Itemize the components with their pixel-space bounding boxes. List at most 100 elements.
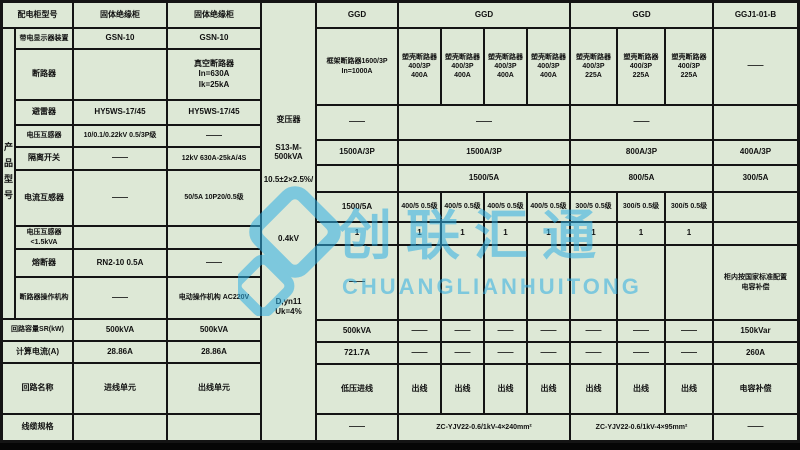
cell-lv-cable-main: ——: [317, 415, 397, 440]
header-cabinet-type-2: 固体绝缘柜: [168, 3, 260, 27]
cell-blank-main: ——: [317, 246, 397, 319]
cell-meter-main: 1: [317, 223, 397, 244]
cell-cable-95: ZC-YJV22-0.6/1kV-4×95mm²: [571, 415, 712, 440]
cell-cur-dash-2: ——: [442, 343, 483, 363]
cell-blank-6: [618, 246, 664, 319]
row-label-circuit-name: 回路名称: [3, 364, 72, 413]
cell-operating-mech-2: 电动操作机构 AC220V: [168, 278, 260, 318]
cell-live-display-1: GSN-10: [74, 29, 166, 48]
row-label-isolator: 隔离开关: [16, 148, 72, 169]
cell-fuse-2: ——: [168, 250, 260, 276]
cell-feeder-1: 出线: [399, 365, 440, 413]
transformer-title: 变压器: [276, 115, 301, 124]
side-label-product-model: 产品型号: [3, 29, 14, 318]
cell-lv-capacity: 500kVA: [317, 321, 397, 341]
cell-arrester-1: HY5WS-17/45: [74, 101, 166, 124]
cell-ggj-note: 柜内按国家标准配置 电容补偿: [714, 246, 797, 319]
cell-cur-dash-6: ——: [618, 343, 664, 363]
cell-current-1: 28.86A: [74, 342, 166, 362]
cell-lv-current: 721.7A: [317, 343, 397, 363]
cell-blank-3: [485, 246, 526, 319]
scan-edge: [0, 443, 800, 450]
row-label-live-display: 带电显示器装置: [16, 29, 72, 48]
cell-ctmain-ggj: 300/5A: [714, 166, 797, 191]
cell-dash-row-4: [714, 106, 797, 139]
cell-meter-6: 1: [618, 223, 664, 244]
cell-cable-1: [74, 415, 166, 440]
cell-cur-dash-5: ——: [571, 343, 616, 363]
cell-dash-row-3: ——: [571, 106, 712, 139]
cell-blank-4: [528, 246, 569, 319]
cell-blank-2: [442, 246, 483, 319]
cell-fuse-1: RN2-10 0.5A: [74, 250, 166, 276]
cell-mccb-400-1: 塑壳断路器 400/3P 400A: [399, 29, 440, 104]
cell-ctfeeder-4: 400/5 0.5级: [528, 193, 569, 221]
cell-busbar-3: 800A/3P: [571, 141, 712, 164]
cell-ggj-cable: ——: [714, 415, 797, 440]
cell-cable-240: ZC-YJV22-0.6/1kV-4×240mm²: [399, 415, 569, 440]
cell-feeder-3: 出线: [485, 365, 526, 413]
cell-cap-dash-3: ——: [485, 321, 526, 341]
cell-capacity-1: 500kVA: [74, 320, 166, 340]
cell-isolator-2: 12kV 630A-25kA/4S: [168, 148, 260, 169]
cell-blank-5: [571, 246, 616, 319]
cell-cable-2: [168, 415, 260, 440]
cell-cap-dash-5: ——: [571, 321, 616, 341]
cell-cap-dash-4: ——: [528, 321, 569, 341]
cell-dash-row-1: ——: [317, 106, 397, 139]
cell-ctfeeder-1: 400/5 0.5级: [399, 193, 440, 221]
cell-ct-2: 50/5A 10P20/0.5级: [168, 171, 260, 225]
cell-cap-dash-1: ——: [399, 321, 440, 341]
header-ggd-2: GGD: [399, 3, 569, 27]
transformer-tap: 10.5±2×2.5%/: [263, 174, 314, 184]
row-label-pt-small: 电压互感器<1.5kVA: [16, 227, 72, 248]
transformer-model: S13-M-500kVA: [274, 142, 303, 162]
row-label-circuit-capacity: 回路容量SR(kW): [3, 320, 72, 340]
cell-mccb-400-3: 塑壳断路器 400/3P 400A: [485, 29, 526, 104]
cell-ctfeeder-2: 400/5 0.5级: [442, 193, 483, 221]
cell-feeder-6: 出线: [618, 365, 664, 413]
cell-ct-1: ——: [74, 171, 166, 225]
cell-pt-2: ——: [168, 126, 260, 146]
cell-cur-dash-4: ——: [528, 343, 569, 363]
lv-section: GGD GGD GGD GGJ1-01-B 框架断路器1600/3P In=10…: [317, 3, 797, 440]
transformer-lv-voltage: 0.4kV: [278, 234, 299, 244]
cell-breaker-1: [74, 50, 166, 99]
header-ggd-3: GGD: [571, 3, 712, 27]
row-label-fuse: 熔断器: [16, 250, 72, 276]
cell-pt-small-1: [74, 227, 166, 248]
cell-mccb-225-2: 塑壳断路器 400/3P 225A: [618, 29, 664, 104]
row-label-calc-current: 计算电流(A): [3, 342, 72, 362]
cell-ctmain-1: [317, 166, 397, 191]
cell-meter-4: 1: [528, 223, 569, 244]
cell-feeder-7: 出线: [666, 365, 712, 413]
cell-meter-2: 1: [442, 223, 483, 244]
row-label-ct: 电流互感器: [16, 171, 72, 225]
cell-ggj-name: 电容补偿: [714, 365, 797, 413]
cell-circuit-name-1: 进线单元: [74, 364, 166, 413]
transformer-cell: 变压器 S13-M-500kVA 10.5±2×2.5%/ 0.4kV D,yn…: [262, 3, 315, 440]
cell-meter-3: 1: [485, 223, 526, 244]
cell-ggj-breaker: ——: [714, 29, 797, 104]
row-label-pt: 电压互感器: [16, 126, 72, 146]
header-ggj: GGJ1-01-B: [714, 3, 797, 27]
cell-feeder-2: 出线: [442, 365, 483, 413]
cell-cap-dash-6: ——: [618, 321, 664, 341]
cell-meter-5: 1: [571, 223, 616, 244]
cell-cap-dash-2: ——: [442, 321, 483, 341]
row-label-operating-mech: 断路器操作机构: [16, 278, 72, 318]
cell-cap-dash-7: ——: [666, 321, 712, 341]
cell-ctfeeder-ggj: [714, 193, 797, 221]
row-label-cable-spec: 线缆规格: [3, 415, 72, 440]
cell-cur-dash-1: ——: [399, 343, 440, 363]
cell-ggj-current: 260A: [714, 343, 797, 363]
cell-arrester-2: HY5WS-17/45: [168, 101, 260, 124]
cell-mccb-225-1: 塑壳断路器 400/3P 225A: [571, 29, 616, 104]
cell-feeder-4: 出线: [528, 365, 569, 413]
cell-meter-7: 1: [666, 223, 712, 244]
cell-breaker-2: 真空断路器 In=630A Ik=25kA: [168, 50, 260, 99]
cell-pt-1: 10/0.1/0.22kV 0.5/3P级: [74, 126, 166, 146]
cell-blank-7: [666, 246, 712, 319]
transformer-vector-group: D,yn11 Uk=4%: [275, 296, 302, 316]
